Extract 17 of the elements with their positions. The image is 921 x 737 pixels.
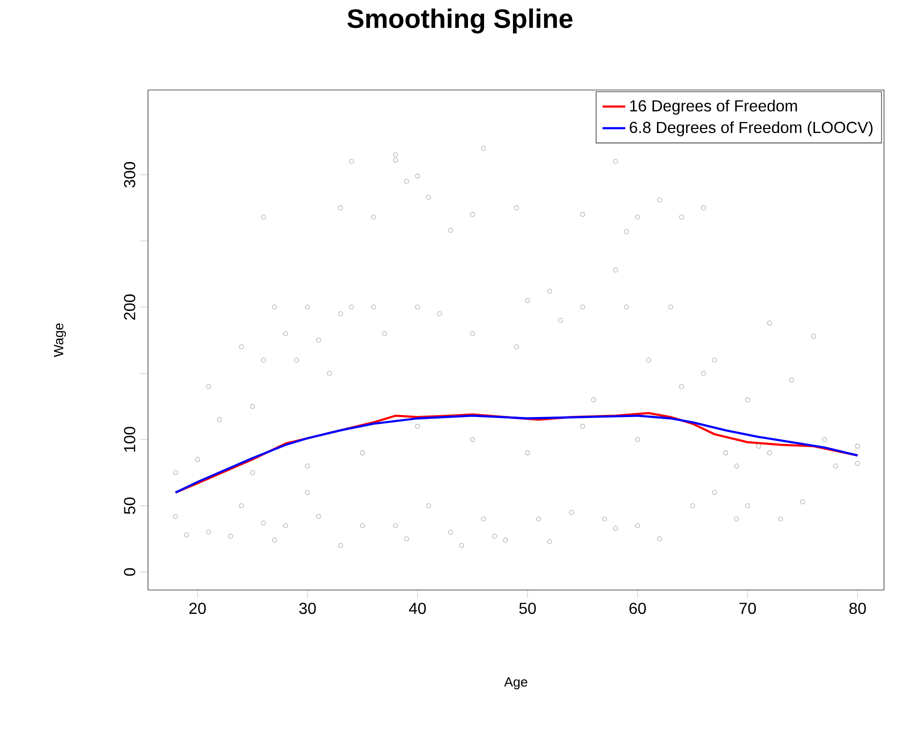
x-tick-label: 80 (849, 602, 866, 614)
x-tick-label: 40 (409, 602, 426, 614)
x-tick-label: 20 (189, 602, 206, 614)
x-tick-label: 30 (299, 602, 316, 614)
legend-label: 16 Degrees of Freedom (630, 100, 797, 115)
x-axis-title: Age (504, 677, 528, 690)
x-tick-label: 70 (740, 602, 756, 614)
x-tick-label: 60 (629, 602, 646, 614)
y-tick-label: 100 (124, 426, 136, 452)
x-tick-label: 50 (519, 602, 536, 614)
y-axis-title: Wage (54, 323, 66, 358)
y-tick-label: 300 (124, 162, 136, 188)
y-tick-label: 50 (124, 497, 136, 514)
y-tick-label: 200 (124, 294, 136, 320)
y-tick-label: 0 (124, 568, 136, 576)
chart-title: Smoothing Spline (347, 8, 572, 34)
legend-label: 6.8 Degrees of Freedom (LOOCV) (630, 121, 873, 136)
